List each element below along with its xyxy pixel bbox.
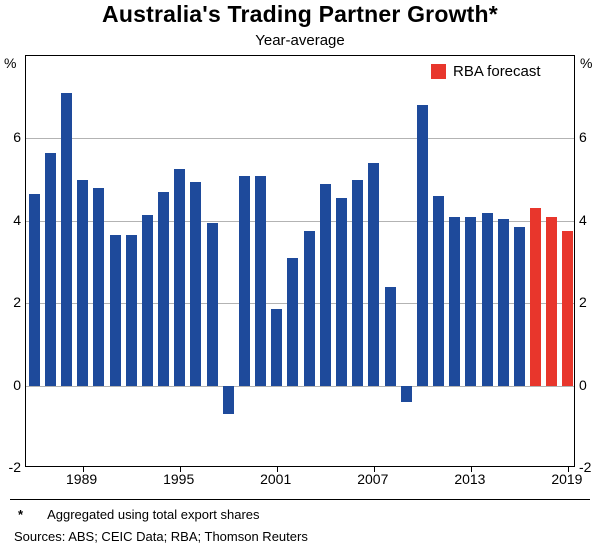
bar-2005 xyxy=(335,198,347,386)
x-axis-label-1989: 1989 xyxy=(66,471,98,487)
bar-2009 xyxy=(400,385,412,403)
footer-divider xyxy=(10,499,590,500)
y-axis-label-left--2: -2 xyxy=(8,459,21,475)
y-axis-label-left-6: 6 xyxy=(13,129,21,146)
gridline-4 xyxy=(26,220,574,222)
x-axis-tick-2007 xyxy=(373,467,375,472)
x-axis-tick-2013 xyxy=(470,467,472,472)
footnote: * Aggregated using total export shares xyxy=(18,507,260,522)
y-axis-label-right-0: 0 xyxy=(579,376,587,393)
bar-2018-forecast xyxy=(546,216,558,386)
chart: % % RBA forecast -2 -2 0 0 2 2 4 4 6 6 1989 1995 200… xyxy=(0,55,600,487)
y-axis-unit-left: % xyxy=(4,55,17,71)
y-axis-unit-right: % xyxy=(580,55,593,71)
footnote-text: Aggregated using total export shares xyxy=(47,507,260,522)
bar-1987 xyxy=(44,152,56,386)
bar-2007 xyxy=(368,163,380,386)
x-axis-label-2013: 2013 xyxy=(454,471,486,487)
bar-1997 xyxy=(206,222,218,386)
gridline-0 xyxy=(26,385,574,387)
footnote-marker: * xyxy=(18,507,24,522)
bar-2012 xyxy=(449,216,461,386)
bar-1993 xyxy=(141,214,153,386)
legend-forecast-swatch xyxy=(431,64,446,79)
gridline-2 xyxy=(26,303,574,305)
x-axis-tick-1995 xyxy=(179,467,181,472)
chart-title: Australia's Trading Partner Growth* xyxy=(102,1,498,27)
bar-2017-forecast xyxy=(530,208,542,386)
bar-1998 xyxy=(222,385,234,415)
x-axis-label-2019: 2019 xyxy=(551,471,583,487)
x-axis-label-2001: 2001 xyxy=(260,471,292,487)
bar-2003 xyxy=(303,231,315,386)
y-axis-label-right--2: -2 xyxy=(579,459,592,475)
bar-1999 xyxy=(238,175,250,386)
y-axis-label-left-0: 0 xyxy=(13,376,21,393)
bar-1996 xyxy=(190,181,202,386)
x-axis-tick-1989 xyxy=(82,467,84,472)
bar-1986 xyxy=(28,194,40,386)
bar-2006 xyxy=(352,179,364,386)
y-axis-label-right-6: 6 xyxy=(579,129,587,146)
x-axis-tick-2019 xyxy=(567,467,569,472)
bar-1994 xyxy=(158,192,169,386)
bar-2019-forecast xyxy=(562,231,574,386)
y-axis-label-left-2: 2 xyxy=(13,294,21,311)
bar-2015 xyxy=(497,218,509,386)
chart-subtitle: Year-average xyxy=(255,32,345,49)
bar-2016 xyxy=(513,227,525,386)
legend-forecast-label: RBA forecast xyxy=(453,63,541,80)
bar-2001 xyxy=(271,309,283,386)
sources-line: Sources: ABS; CEIC Data; RBA; Thomson Re… xyxy=(14,529,308,544)
bar-2008 xyxy=(384,286,396,386)
bar-2002 xyxy=(287,257,299,386)
y-axis-label-right-4: 4 xyxy=(579,211,587,228)
gridline-6 xyxy=(26,138,574,140)
bar-1995 xyxy=(174,169,186,386)
plot-area: RBA forecast xyxy=(25,55,575,472)
bar-1989 xyxy=(77,179,89,386)
bar-1988 xyxy=(60,93,72,386)
bar-2010 xyxy=(416,105,428,386)
bar-2000 xyxy=(255,175,267,386)
bar-1990 xyxy=(93,187,105,386)
x-axis-tick-2001 xyxy=(276,467,278,472)
x-axis-label-2007: 2007 xyxy=(357,471,389,487)
bar-1991 xyxy=(109,235,121,386)
bar-2014 xyxy=(481,212,493,386)
bar-2011 xyxy=(433,196,444,386)
y-axis-label-left-4: 4 xyxy=(13,211,21,228)
bar-2004 xyxy=(319,183,331,386)
bar-2013 xyxy=(465,216,477,386)
legend: RBA forecast xyxy=(431,63,541,80)
x-axis-label-1995: 1995 xyxy=(163,471,195,487)
y-axis-label-right-2: 2 xyxy=(579,294,587,311)
bar-1992 xyxy=(125,235,137,386)
